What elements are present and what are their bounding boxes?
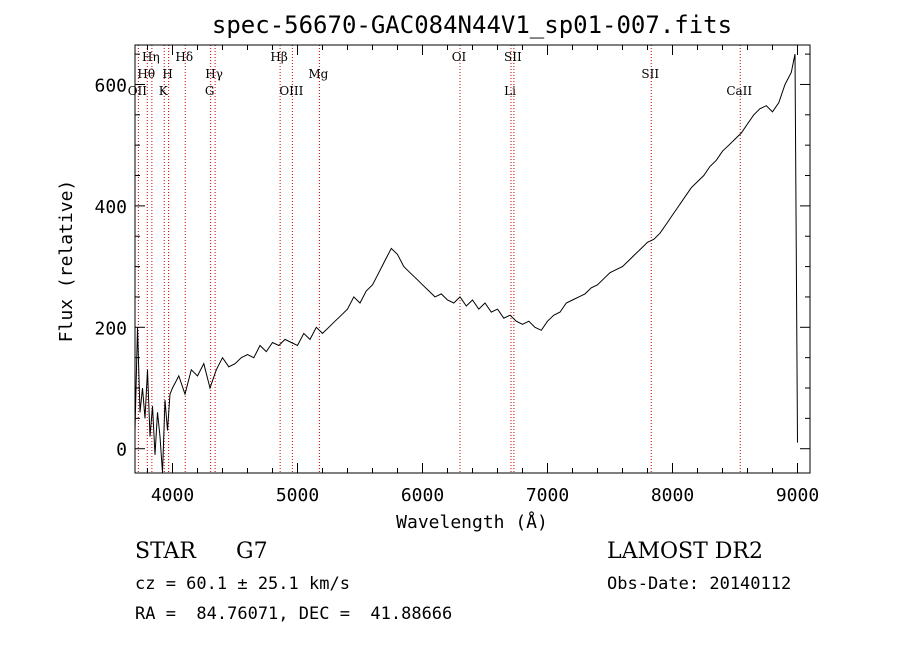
- y-axis-label: Flux (relative): [56, 180, 77, 343]
- subclass-label: G7: [236, 539, 268, 564]
- class-label: STAR: [135, 539, 196, 564]
- line-label-hβ: Hβ: [270, 50, 287, 64]
- x-tick-label: 4000: [151, 485, 194, 506]
- line-label-oiii: OIII: [279, 84, 303, 98]
- x-tick-label: 6000: [401, 485, 444, 506]
- x-axis-label: Wavelength (Å): [396, 511, 548, 533]
- line-label-hδ: Hδ: [175, 50, 193, 64]
- line-label-hθ: Hθ: [137, 67, 155, 81]
- y-tick-label: 0: [116, 440, 127, 461]
- chart-title: spec-56670-GAC084N44V1_sp01-007.fits: [212, 11, 732, 39]
- line-label-h: H: [162, 67, 172, 81]
- redshift-value: cz = 60.1 ± 25.1 km/s: [135, 574, 350, 594]
- line-label-li: Li: [504, 84, 516, 98]
- x-tick-label: 7000: [526, 485, 569, 506]
- tick-labels: 4000 5000 6000 7000 8000 9000 0 200 400 600: [94, 75, 819, 506]
- axis-ticks: [135, 45, 810, 473]
- line-label-k: K: [159, 84, 169, 98]
- y-tick-label: 400: [94, 197, 127, 218]
- spectrum-line: [134, 54, 798, 474]
- object-class: STAR G7: [135, 539, 268, 564]
- x-tick-label: 5000: [276, 485, 319, 506]
- obs-date: Obs-Date: 20140112: [607, 574, 792, 594]
- survey-name: LAMOST DR2: [607, 539, 763, 564]
- line-label-caii: CaII: [726, 84, 752, 98]
- y-tick-label: 600: [94, 75, 127, 96]
- line-label-sii: SII: [641, 67, 659, 81]
- x-tick-label: 8000: [651, 485, 694, 506]
- line-label-g: G: [205, 84, 215, 98]
- line-label-hη: Hη: [142, 50, 160, 64]
- line-label-oii: OII: [128, 84, 148, 98]
- x-tick-label: 9000: [776, 485, 819, 506]
- coordinates: RA = 84.76071, DEC = 41.88666: [135, 604, 453, 624]
- line-label-oi: OI: [452, 50, 467, 64]
- line-label-hγ: Hγ: [205, 67, 223, 81]
- y-tick-label: 200: [94, 318, 127, 339]
- line-label-mg: Mg: [308, 67, 328, 81]
- plot-frame: [134, 44, 811, 474]
- line-label-sii: SII: [504, 50, 522, 64]
